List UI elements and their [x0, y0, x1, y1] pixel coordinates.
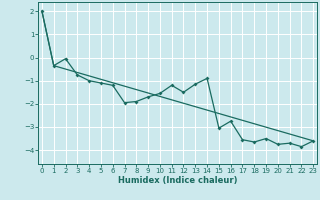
X-axis label: Humidex (Indice chaleur): Humidex (Indice chaleur)	[118, 176, 237, 185]
